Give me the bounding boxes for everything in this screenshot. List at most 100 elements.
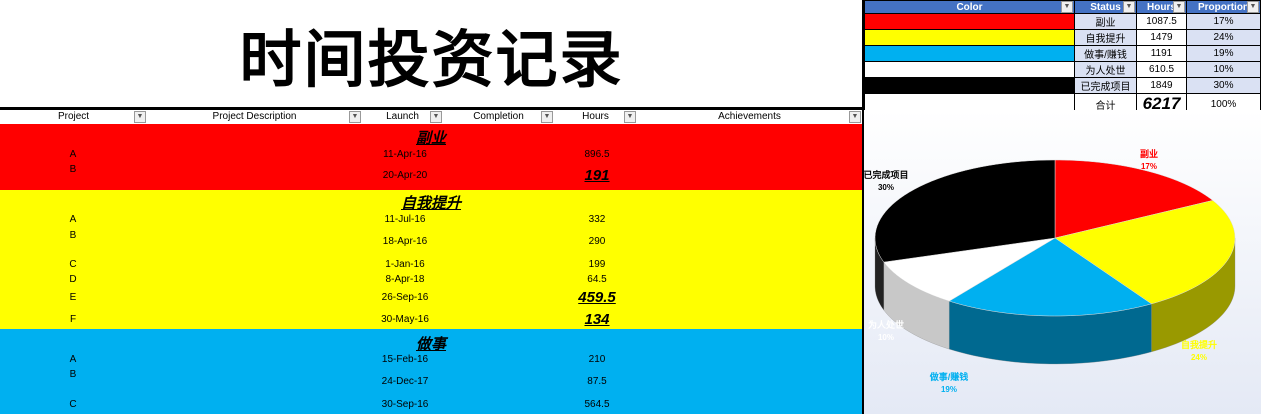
proportion-cell[interactable]: 19% bbox=[1186, 45, 1261, 62]
section-title: 副业 bbox=[415, 130, 447, 147]
project-cell[interactable]: A bbox=[69, 354, 77, 365]
header-label: Project bbox=[57, 111, 90, 122]
column-header-completion[interactable]: Completion ▼ bbox=[443, 110, 554, 124]
header-label: Proportion bbox=[1197, 1, 1250, 13]
filter-dropdown-icon[interactable]: ▼ bbox=[1173, 1, 1185, 13]
pie-slice-1[interactable] bbox=[1054, 200, 1236, 305]
filter-dropdown-icon[interactable]: ▼ bbox=[349, 111, 361, 123]
filter-dropdown-icon[interactable]: ▼ bbox=[134, 111, 146, 123]
summary-header-hours[interactable]: Hours ▼ bbox=[1136, 0, 1187, 14]
pie-percent-label: 19% bbox=[941, 385, 957, 394]
launch-cell[interactable]: 20-Apr-20 bbox=[382, 170, 428, 181]
pie-percent-label: 24% bbox=[1191, 353, 1207, 362]
summary-header-proportion[interactable]: Proportion ▼ bbox=[1186, 0, 1261, 14]
pie-slice-3[interactable] bbox=[883, 237, 1056, 302]
pie-label: 已完成项目 bbox=[864, 169, 909, 180]
column-header-achievements[interactable]: Achievements ▼ bbox=[637, 110, 862, 124]
project-cell[interactable]: F bbox=[69, 314, 77, 325]
pie-slice-4[interactable] bbox=[874, 159, 1056, 263]
launch-cell[interactable]: 30-May-16 bbox=[381, 314, 429, 325]
launch-cell[interactable]: 26-Sep-16 bbox=[381, 292, 429, 303]
summary-header-status[interactable]: Status ▼ bbox=[1074, 0, 1137, 14]
pie-slice-0[interactable] bbox=[1054, 159, 1214, 239]
project-cell[interactable]: E bbox=[69, 292, 77, 303]
status-cell[interactable]: 为人处世 bbox=[1074, 61, 1137, 78]
project-cell[interactable]: A bbox=[69, 149, 77, 160]
launch-cell[interactable]: 30-Sep-16 bbox=[381, 399, 429, 410]
color-swatch[interactable] bbox=[864, 45, 1075, 62]
header-label: Completion bbox=[473, 111, 524, 122]
summary-row: 已完成项目 1849 30% bbox=[864, 77, 1261, 94]
project-cell[interactable]: C bbox=[69, 399, 77, 410]
pie-slice-2[interactable] bbox=[948, 237, 1153, 317]
hours-cell[interactable]: 332 bbox=[588, 214, 606, 225]
pie-percent-label: 30% bbox=[878, 183, 894, 192]
launch-cell[interactable]: 24-Dec-17 bbox=[381, 376, 429, 387]
pie-chart[interactable]: 副业 17% 自我提升 24% 做事/赚钱 19% 为人处世 10% 已完成项目 30% bbox=[863, 110, 1261, 414]
status-cell[interactable]: 做事/赚钱 bbox=[1074, 45, 1137, 62]
project-cell[interactable]: B bbox=[69, 164, 77, 175]
hours-cell[interactable]: 896.5 bbox=[584, 149, 610, 160]
header-label: Project Description bbox=[212, 111, 297, 122]
pie-chart-svg: 副业 17% 自我提升 24% 做事/赚钱 19% 为人处世 10% 已完成项目 30% bbox=[863, 148, 1236, 394]
column-header-project[interactable]: Project ▼ bbox=[0, 110, 147, 124]
color-swatch[interactable] bbox=[864, 29, 1075, 46]
hours-cell[interactable]: 199 bbox=[588, 259, 606, 270]
column-header-description[interactable]: Project Description ▼ bbox=[147, 110, 362, 124]
launch-cell[interactable]: 18-Apr-16 bbox=[382, 236, 428, 247]
hours-cell[interactable]: 191 bbox=[584, 167, 610, 184]
status-cell[interactable]: 自我提升 bbox=[1074, 29, 1137, 46]
filter-dropdown-icon[interactable]: ▼ bbox=[1061, 1, 1073, 13]
hours-cell[interactable]: 134 bbox=[584, 311, 610, 328]
filter-dropdown-icon[interactable]: ▼ bbox=[430, 111, 442, 123]
filter-dropdown-icon[interactable]: ▼ bbox=[1247, 1, 1259, 13]
total-hours[interactable]: 6217 bbox=[1136, 93, 1187, 115]
project-cell[interactable]: B bbox=[69, 369, 77, 380]
launch-cell[interactable]: 8-Apr-18 bbox=[385, 274, 425, 285]
pie-label: 副业 bbox=[1140, 148, 1158, 159]
launch-cell[interactable]: 11-Jul-16 bbox=[384, 214, 426, 225]
hours-cell[interactable]: 1191 bbox=[1136, 45, 1187, 62]
filter-dropdown-icon[interactable]: ▼ bbox=[624, 111, 636, 123]
column-header-hours[interactable]: Hours ▼ bbox=[554, 110, 637, 124]
project-cell[interactable]: D bbox=[69, 274, 77, 285]
hours-cell[interactable]: 64.5 bbox=[587, 274, 607, 285]
color-swatch[interactable] bbox=[864, 13, 1075, 30]
hours-cell[interactable]: 87.5 bbox=[587, 376, 607, 387]
hours-cell[interactable]: 1849 bbox=[1136, 77, 1187, 94]
launch-cell[interactable]: 15-Feb-16 bbox=[381, 354, 429, 365]
color-swatch[interactable] bbox=[864, 61, 1075, 78]
summary-row: 为人处世 610.5 10% bbox=[864, 61, 1261, 78]
hours-cell[interactable]: 210 bbox=[588, 354, 606, 365]
filter-dropdown-icon[interactable]: ▼ bbox=[1123, 1, 1135, 13]
proportion-cell[interactable]: 24% bbox=[1186, 29, 1261, 46]
hours-cell[interactable]: 564.5 bbox=[584, 399, 610, 410]
launch-cell[interactable]: 11-Apr-16 bbox=[383, 149, 427, 160]
color-swatch[interactable] bbox=[864, 77, 1075, 94]
hours-cell[interactable]: 290 bbox=[588, 236, 606, 247]
launch-cell[interactable]: 1-Jan-16 bbox=[385, 259, 425, 270]
filter-dropdown-icon[interactable]: ▼ bbox=[541, 111, 553, 123]
proportion-cell[interactable]: 17% bbox=[1186, 13, 1261, 30]
hours-cell[interactable]: 610.5 bbox=[1136, 61, 1187, 78]
status-cell[interactable]: 副业 bbox=[1074, 13, 1137, 30]
proportion-cell[interactable]: 30% bbox=[1186, 77, 1261, 94]
status-cell[interactable]: 已完成项目 bbox=[1074, 77, 1137, 94]
proportion-cell[interactable]: 10% bbox=[1186, 61, 1261, 78]
project-cell[interactable]: A bbox=[69, 214, 77, 225]
section-work: 做事 A 15-Feb-16 210 B 24-Dec-17 87.5 C 30… bbox=[0, 329, 862, 414]
filter-dropdown-icon[interactable]: ▼ bbox=[849, 111, 861, 123]
summary-header-color[interactable]: Color ▼ bbox=[864, 0, 1075, 14]
project-cell[interactable]: C bbox=[69, 259, 77, 270]
section-title: 自我提升 bbox=[400, 195, 462, 212]
hours-cell[interactable]: 1479 bbox=[1136, 29, 1187, 46]
column-header-launch[interactable]: Launch ▼ bbox=[362, 110, 443, 124]
summary-table: Color ▼ Status ▼ Hours ▼ Proportion ▼ 副业 108… bbox=[864, 0, 1261, 115]
hours-cell[interactable]: 1087.5 bbox=[1136, 13, 1187, 30]
page-title: 时间投资记录 bbox=[239, 23, 624, 96]
section-title: 做事 bbox=[415, 336, 447, 353]
header-label: Hours bbox=[1147, 1, 1176, 13]
header-label: Achievements bbox=[718, 111, 781, 122]
project-cell[interactable]: B bbox=[69, 230, 77, 241]
hours-cell[interactable]: 459.5 bbox=[578, 289, 616, 306]
